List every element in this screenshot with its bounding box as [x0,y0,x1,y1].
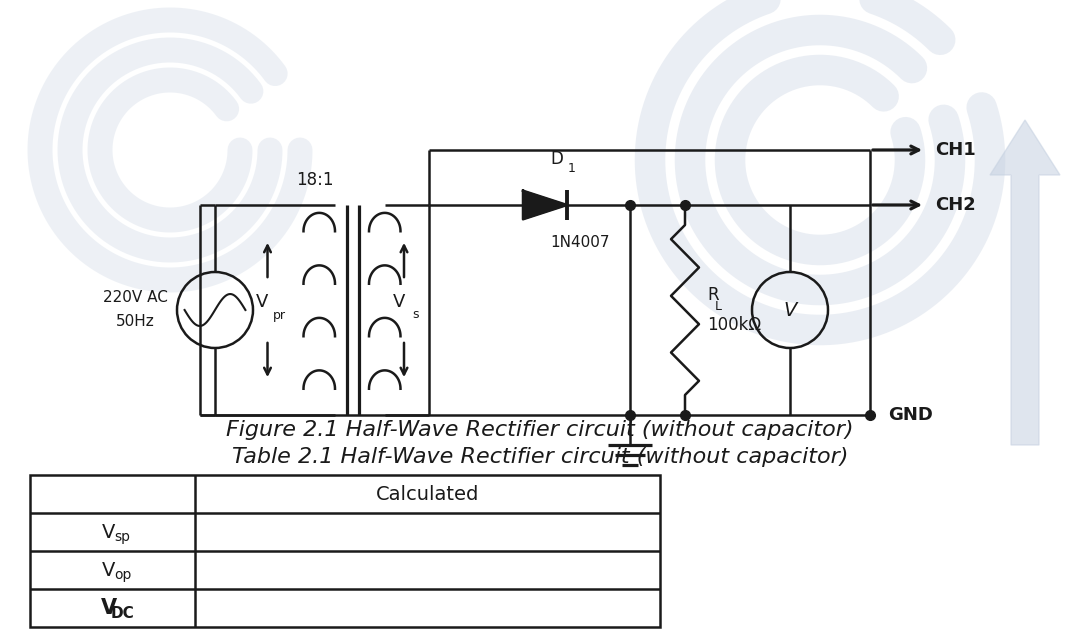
Text: V: V [100,598,117,618]
Text: V: V [102,561,116,579]
FancyArrow shape [990,120,1059,445]
Text: CH1: CH1 [935,141,975,159]
Text: D: D [550,150,563,168]
Text: op: op [113,568,131,582]
Text: 18:1: 18:1 [296,171,334,189]
Text: 1: 1 [568,162,576,175]
Text: DC: DC [110,605,134,621]
Text: V: V [783,301,797,319]
Text: Figure 2.1 Half-Wave Rectifier circuit (without capacitor): Figure 2.1 Half-Wave Rectifier circuit (… [226,420,854,440]
Text: V: V [256,293,269,311]
Polygon shape [523,191,567,220]
Text: Calculated: Calculated [376,484,480,504]
Bar [30,475,660,627]
Text: 1N4007: 1N4007 [550,235,609,250]
Text: 50Hz: 50Hz [116,314,154,330]
Text: CH2: CH2 [935,196,975,214]
Text: GND: GND [888,406,933,424]
Text: L: L [715,301,723,314]
Text: 220V AC: 220V AC [103,291,167,305]
Text: V: V [102,522,116,541]
Text: R: R [707,286,718,304]
Text: sp: sp [114,530,131,544]
Text: pr: pr [273,308,286,321]
Text: Table 2.1 Half-Wave Rectifier circuit (without capacitor): Table 2.1 Half-Wave Rectifier circuit (w… [232,447,848,467]
Text: s: s [413,308,419,321]
Text: 100kΩ: 100kΩ [707,316,761,334]
Text: V: V [393,293,405,311]
